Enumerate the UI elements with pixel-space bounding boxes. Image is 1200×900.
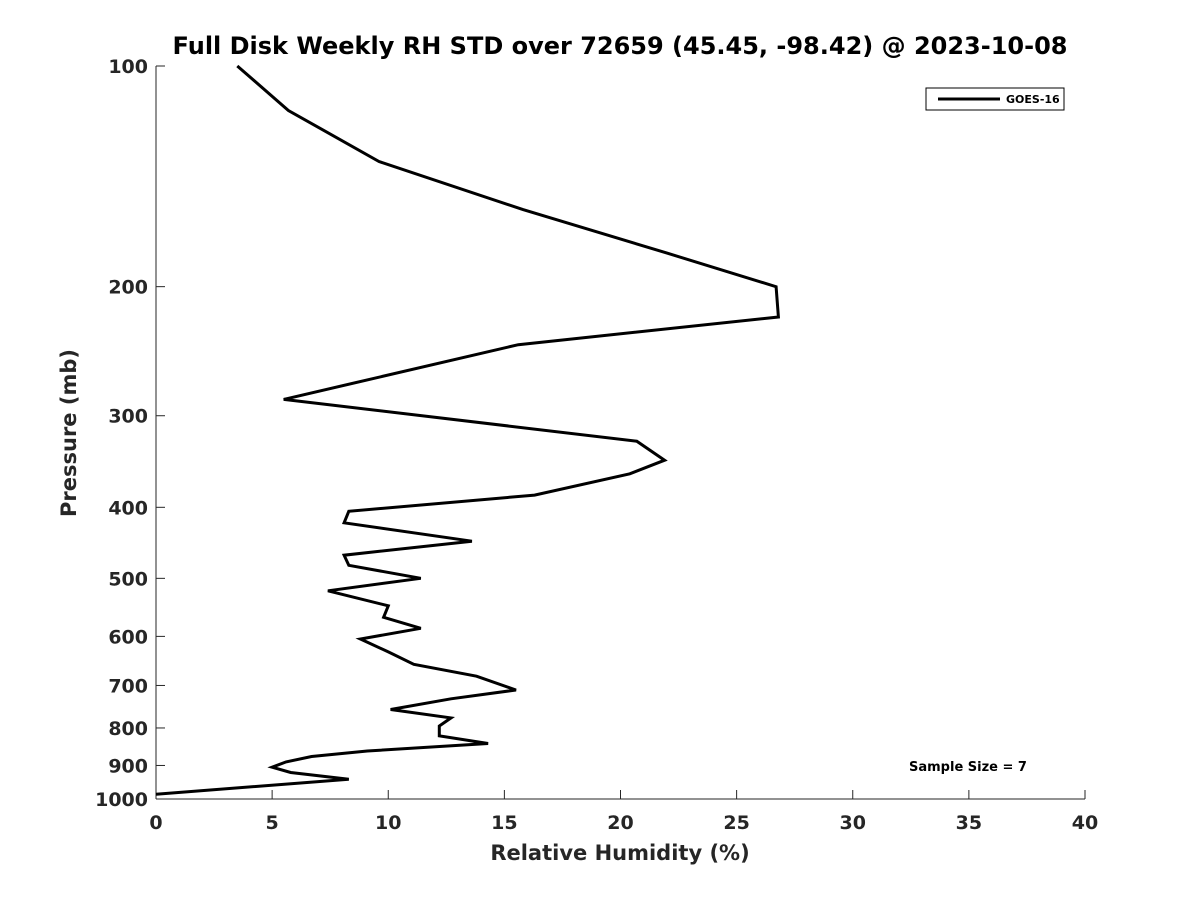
series-line-goes-16 — [155, 64, 781, 796]
x-tick-label: 10 — [375, 812, 401, 834]
data-series — [155, 64, 781, 796]
y-tick-label: 500 — [108, 568, 148, 590]
tick-marks-and-labels: 0 5 10 15 20 25 30 35 40 100 200 300 400 500 600 700 800… — [95, 56, 1098, 834]
y-tick-label: 800 — [108, 718, 148, 740]
y-tick-label: 700 — [108, 675, 148, 697]
x-tick-label: 25 — [723, 812, 749, 834]
x-tick-label: 30 — [840, 812, 866, 834]
y-tick-label: 100 — [108, 56, 148, 78]
legend: GOES-16 — [925, 87, 1065, 111]
x-tick-label: 40 — [1072, 812, 1098, 834]
chart-title: Full Disk Weekly RH STD over 72659 (45.4… — [173, 32, 1068, 60]
x-tick-label: 0 — [149, 812, 162, 834]
x-tick-label: 20 — [607, 812, 633, 834]
legend-label-goes-16: GOES-16 — [1006, 93, 1060, 106]
y-tick-label: 600 — [108, 626, 148, 648]
x-tick-label: 5 — [266, 812, 279, 834]
y-axis-label: Pressure (mb) — [57, 349, 81, 517]
y-tick-label: 200 — [108, 277, 148, 299]
y-tick-label: 900 — [108, 755, 148, 777]
x-tick-label: 35 — [956, 812, 982, 834]
axes — [155, 66, 1085, 800]
y-tick-label: 1000 — [95, 789, 148, 811]
y-tick-label: 400 — [108, 497, 148, 519]
x-tick-label: 15 — [491, 812, 517, 834]
y-tick-label: 300 — [108, 406, 148, 428]
sample-size-annotation: Sample Size = 7 — [909, 760, 1027, 775]
x-axis-label: Relative Humidity (%) — [490, 841, 749, 865]
